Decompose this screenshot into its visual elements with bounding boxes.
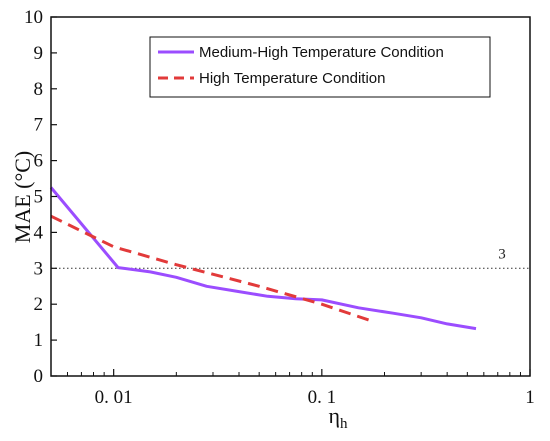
y-tick-label: 4 xyxy=(34,222,44,243)
series-line-0 xyxy=(49,186,477,331)
legend-label-medium-high: Medium-High Temperature Condition xyxy=(199,44,444,61)
y-tick-label: 2 xyxy=(34,294,44,315)
series xyxy=(49,186,477,331)
y-axis-title: MAE (°C) xyxy=(10,151,35,244)
x-tick-label: 0. 01 xyxy=(95,387,133,408)
y-tick-label: 8 xyxy=(34,79,44,100)
x-tick-label: 0. 1 xyxy=(308,387,337,408)
y-tick-label: 1 xyxy=(34,330,44,351)
y-tick-label: 9 xyxy=(34,43,44,64)
x-tick-label: 1 xyxy=(525,387,535,408)
x-axis-title-sub: h xyxy=(340,416,348,432)
legend: Medium-High Temperature Condition High T… xyxy=(149,36,491,98)
y-tick-label: 6 xyxy=(34,151,44,172)
x-axis-title-main: η xyxy=(328,403,340,428)
ticks xyxy=(51,16,531,377)
y-tick-label: 5 xyxy=(34,187,44,208)
annotations: 3 xyxy=(51,246,530,269)
y-tick-label: 0 xyxy=(34,366,44,387)
legend-label-high: High Temperature Condition xyxy=(199,70,386,87)
x-axis-title: ηh xyxy=(328,403,348,432)
series-line-1 xyxy=(50,214,376,324)
y-tick-label: 7 xyxy=(34,115,44,136)
y-tick-label: 3 xyxy=(34,258,44,279)
y-tick-label: 10 xyxy=(24,7,43,28)
tick-labels: 0 1 2 3 4 5 6 7 8 9 10 0. 01 0. 1 1 xyxy=(24,7,535,408)
legend-box xyxy=(149,36,491,98)
reference-line-label: 3 xyxy=(498,246,506,262)
